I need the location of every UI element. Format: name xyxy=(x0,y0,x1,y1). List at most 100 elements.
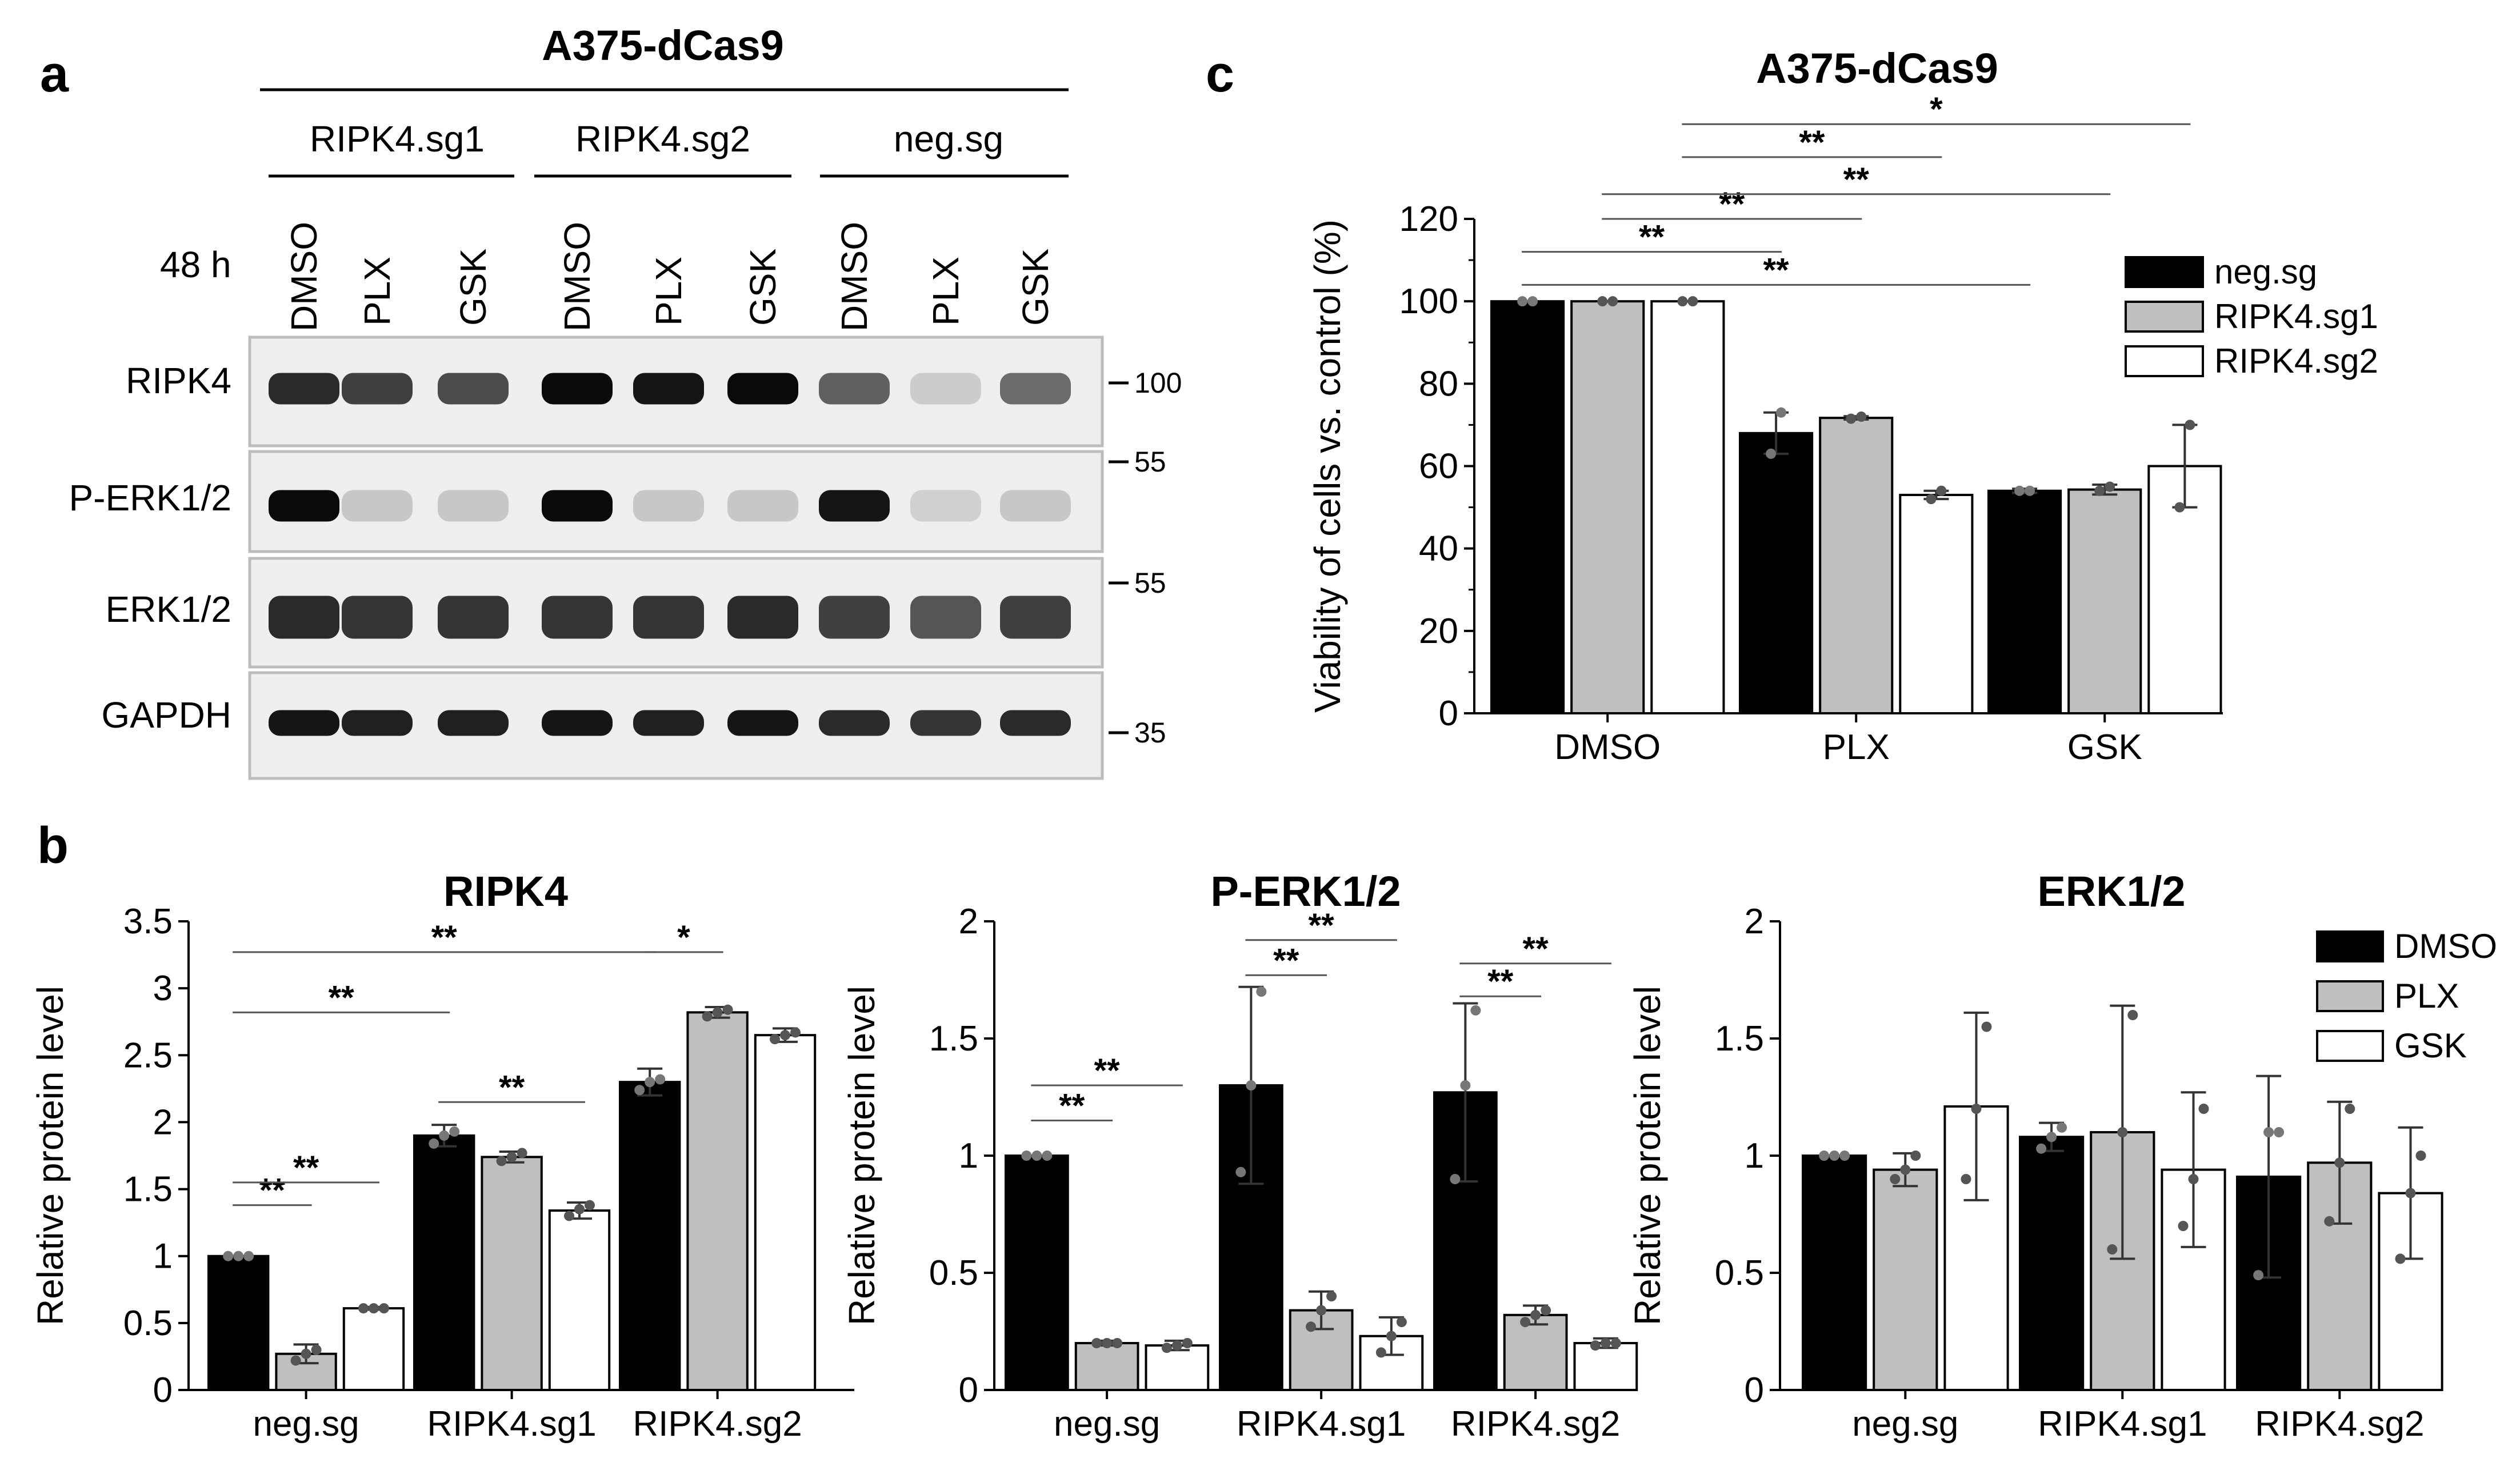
data-point xyxy=(702,1011,713,1022)
data-point xyxy=(2185,420,2195,430)
data-point xyxy=(1530,1309,1541,1320)
blot-band xyxy=(1000,373,1071,405)
blot-group-label-sg1: RIPK4.sg1 xyxy=(310,118,485,159)
y-tick-label: 20 xyxy=(1419,612,1458,651)
legend-label: RIPK4.sg2 xyxy=(2214,342,2378,380)
y-tick-label: 0.5 xyxy=(123,1304,173,1343)
x-tick-label: RIPK4.sg2 xyxy=(633,1404,802,1444)
data-point xyxy=(1590,1340,1601,1351)
x-tick-label: DMSO xyxy=(1554,728,1661,767)
data-point xyxy=(1677,296,1688,307)
data-point xyxy=(2274,1127,2285,1137)
blot-timepoint-label: 48 h xyxy=(160,244,231,285)
data-point xyxy=(2345,1104,2355,1114)
y-tick-label: 1 xyxy=(153,1237,173,1276)
bar xyxy=(1570,300,1645,714)
y-axis-label: Relative protein level xyxy=(30,986,71,1325)
data-point xyxy=(1161,1343,1172,1353)
significance-marker: ** xyxy=(1799,124,1825,161)
blot-band xyxy=(342,710,413,736)
data-point xyxy=(1846,413,1857,424)
data-point xyxy=(1610,1338,1621,1348)
blot-lane-label: GSK xyxy=(453,249,494,326)
data-point xyxy=(243,1251,254,1261)
data-point xyxy=(634,1085,645,1096)
blot-band xyxy=(727,373,798,405)
mw-marker-label: 35 xyxy=(1134,717,1166,749)
blot-lane-label: DMSO xyxy=(283,222,325,331)
data-point xyxy=(1306,1321,1317,1332)
y-tick-label: 0.5 xyxy=(929,1253,978,1293)
blot-band xyxy=(438,596,509,639)
legend-swatch xyxy=(2316,1030,2384,1062)
bar xyxy=(1573,1342,1638,1391)
data-point xyxy=(1829,1151,1840,1161)
bar xyxy=(1873,1168,1938,1391)
data-point xyxy=(301,1348,311,1359)
legend-label: neg.sg xyxy=(2214,253,2317,291)
data-point xyxy=(585,1200,595,1211)
blot-band xyxy=(1000,596,1071,639)
data-point xyxy=(517,1148,527,1159)
blot-group-label-neg: neg.sg xyxy=(894,118,1003,159)
data-point xyxy=(1021,1151,1032,1161)
bar xyxy=(2019,1136,2085,1391)
panel-label-b: b xyxy=(37,817,69,874)
significance-marker: ** xyxy=(499,1069,525,1106)
y-tick-label: 0 xyxy=(153,1371,173,1410)
data-point xyxy=(506,1152,517,1163)
bar xyxy=(1074,1342,1139,1391)
significance-marker: ** xyxy=(1059,1088,1085,1125)
blot-band xyxy=(633,596,704,639)
data-point xyxy=(1031,1151,1042,1161)
chart-perk: P-ERK1/2 Relative protein level 0 0.5 1 1.5 2 n… xyxy=(841,868,1638,1444)
data-point xyxy=(1256,986,1267,997)
bar xyxy=(207,1255,270,1392)
y-tick-label: 1 xyxy=(959,1136,978,1176)
blot-band xyxy=(542,490,613,522)
data-point xyxy=(2127,1010,2138,1020)
blot-row-label: P-ERK1/2 xyxy=(69,477,231,518)
panel-label-c: c xyxy=(1206,46,1234,103)
blot-band xyxy=(819,373,890,405)
data-point xyxy=(1520,1317,1531,1328)
chart-erk: ERK1/2 Relative protein level 0 0.5 1 1.5 2 neg… xyxy=(1627,868,2497,1444)
legend-label: GSK xyxy=(2394,1026,2467,1065)
data-point xyxy=(1182,1338,1193,1348)
data-point xyxy=(1819,1151,1830,1161)
x-tick-label: PLX xyxy=(1823,728,1890,767)
data-point xyxy=(223,1251,234,1261)
panel-label-a: a xyxy=(40,46,69,103)
blot-band xyxy=(438,373,509,405)
data-point xyxy=(2107,1244,2118,1255)
data-point xyxy=(655,1074,666,1085)
blot-band xyxy=(1000,710,1071,736)
blot-band xyxy=(269,596,339,639)
data-point xyxy=(1470,1005,1481,1016)
x-tick-label: RIPK4.sg2 xyxy=(2255,1404,2424,1444)
y-tick-label: 60 xyxy=(1419,447,1458,486)
blot-lane-label: DMSO xyxy=(834,222,875,331)
bar xyxy=(548,1209,611,1391)
legend-swatch xyxy=(2316,980,2384,1012)
blot-band xyxy=(342,596,413,639)
data-point xyxy=(1326,1291,1337,1301)
y-axis-label: Viability of cells vs. control (%) xyxy=(1307,219,1348,713)
y-tick-label: 1.5 xyxy=(1715,1019,1764,1058)
data-point xyxy=(369,1303,379,1314)
y-tick-label: 0.5 xyxy=(1715,1253,1764,1293)
significance-marker: ** xyxy=(1639,219,1665,256)
data-point xyxy=(496,1156,507,1167)
data-point xyxy=(2117,1127,2128,1137)
data-point xyxy=(1091,1338,1102,1348)
y-tick-label: 80 xyxy=(1419,364,1458,404)
blot-band xyxy=(819,596,890,639)
mw-marker-label: 100 xyxy=(1134,367,1182,399)
blot-lane-label: PLX xyxy=(357,257,398,326)
blot-group-label-sg2: RIPK4.sg2 xyxy=(575,118,750,159)
blot-band xyxy=(269,490,339,522)
bar xyxy=(619,1081,681,1391)
bar xyxy=(1802,1155,1867,1391)
bar xyxy=(686,1011,749,1392)
data-point xyxy=(1460,1080,1471,1090)
